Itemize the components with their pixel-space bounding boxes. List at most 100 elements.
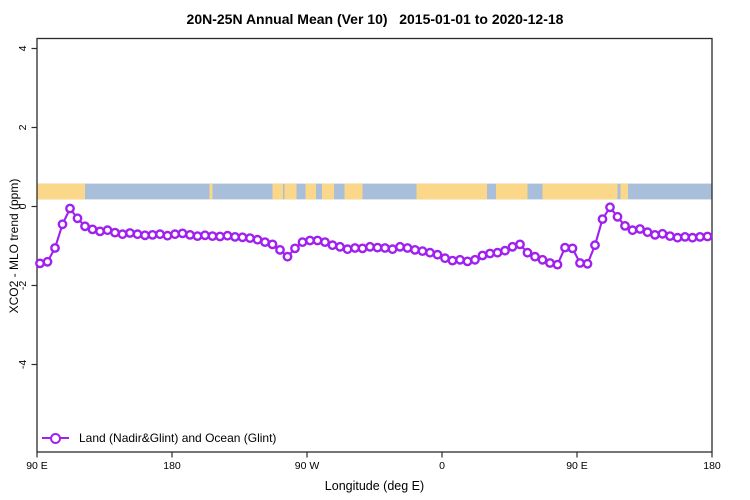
map-strip-land-segment [209, 183, 213, 200]
data-point-marker [560, 242, 570, 253]
data-point-marker [207, 231, 218, 242]
legend-swatch [42, 430, 69, 445]
data-point-marker [365, 241, 375, 252]
map-strip-land-segment [416, 183, 487, 200]
y-tick-label: 0 [17, 203, 29, 209]
data-point-marker [612, 211, 623, 222]
data-point-marker [222, 230, 233, 241]
data-point-marker [297, 237, 308, 248]
data-point-marker [492, 247, 503, 258]
chart-title: 20N-25N Annual Mean (Ver 10) 2015-01-01 … [186, 11, 564, 27]
data-point-marker [627, 225, 638, 236]
data-point-marker [447, 255, 458, 266]
data-point-marker [575, 258, 585, 268]
data-point-marker [687, 232, 698, 243]
data-point-marker [185, 229, 195, 240]
data-point-marker [425, 247, 435, 258]
data-point-marker [605, 202, 615, 213]
data-point-marker [417, 246, 428, 257]
data-point-marker [597, 214, 608, 225]
data-point-marker [695, 231, 705, 242]
data-point-marker [230, 231, 240, 242]
data-point-marker [192, 231, 203, 242]
data-point-marker [132, 229, 143, 240]
data-point-marker [275, 244, 285, 255]
data-point-marker [327, 240, 338, 251]
y-tick-label: 4 [17, 45, 29, 51]
data-point-marker [140, 230, 150, 241]
x-tick-label: 0 [439, 460, 445, 472]
data-point-marker [290, 243, 300, 254]
data-point-marker [515, 239, 525, 250]
data-point-marker [477, 250, 488, 261]
data-point-marker [260, 237, 270, 248]
x-tick-label: 90 W [295, 460, 320, 472]
map-strip-land-segment [344, 183, 363, 200]
data-point-marker [252, 234, 263, 245]
x-axis-title: Longitude (deg E) [324, 479, 425, 493]
data-point-marker [155, 229, 165, 240]
data-point-marker [87, 224, 98, 235]
data-point-marker [125, 228, 135, 238]
map-strip-land-segment [272, 183, 283, 200]
data-point-marker [642, 227, 653, 238]
data-point-marker [522, 247, 533, 258]
data-point-marker [432, 249, 443, 260]
data-point-marker [507, 241, 518, 252]
data-point-marker [545, 258, 555, 268]
data-point-marker [200, 230, 210, 241]
data-point-marker [42, 256, 53, 267]
map-strip-land-segment [305, 183, 316, 200]
legend: Land (Nadir&Glint) and Ocean (Glint) [42, 430, 276, 445]
data-point-marker [395, 241, 405, 252]
y-tick-label: -4 [17, 360, 29, 369]
data-point-marker [110, 227, 120, 238]
y-tick-label: 2 [17, 124, 29, 130]
y-tick-label: -2 [17, 281, 29, 290]
data-point-marker [462, 256, 473, 267]
data-point-marker [530, 251, 540, 262]
data-point-marker [177, 228, 188, 239]
data-point-marker [170, 229, 180, 240]
x-tick-label: 90 E [566, 460, 588, 472]
data-point-marker [237, 232, 248, 243]
data-point-marker [162, 230, 173, 241]
data-point-marker [387, 244, 398, 255]
data-point-marker [380, 243, 390, 253]
map-strip-land-segment [542, 183, 618, 200]
data-point-marker [582, 258, 593, 269]
data-point-marker [72, 213, 83, 224]
data-point-marker [95, 226, 105, 237]
data-point-marker [485, 248, 495, 259]
plot-border [36, 37, 713, 453]
data-point-marker [312, 235, 323, 246]
data-point-marker [80, 221, 90, 232]
data-point-marker [650, 229, 660, 240]
data-point-marker [65, 203, 75, 214]
data-point-marker [672, 232, 683, 243]
data-point-marker [215, 231, 225, 242]
x-tick-label: 180 [163, 460, 181, 472]
map-strip-land-segment [322, 183, 334, 200]
data-point-marker [680, 231, 690, 242]
data-point-marker [455, 254, 465, 265]
x-tick-label: 90 E [26, 460, 48, 472]
data-point-marker [567, 243, 578, 254]
data-point-marker [500, 245, 510, 256]
legend-label: Land (Nadir&Glint) and Ocean (Glint) [79, 430, 277, 445]
map-strip-land-segment [284, 183, 297, 200]
data-point-marker [657, 228, 668, 239]
x-tick-label: 180 [703, 460, 721, 472]
map-strip-land-segment [496, 183, 528, 200]
data-point-marker [305, 235, 315, 246]
data-point-marker [320, 237, 330, 248]
data-point-marker [267, 239, 278, 250]
open-circle-marker-icon [50, 432, 61, 444]
map-strip-land-segment [37, 183, 85, 200]
data-point-marker [57, 219, 68, 230]
data-point-marker [245, 233, 255, 244]
data-point-marker [350, 243, 360, 253]
data-point-marker [357, 243, 368, 254]
data-point-marker [402, 243, 413, 253]
